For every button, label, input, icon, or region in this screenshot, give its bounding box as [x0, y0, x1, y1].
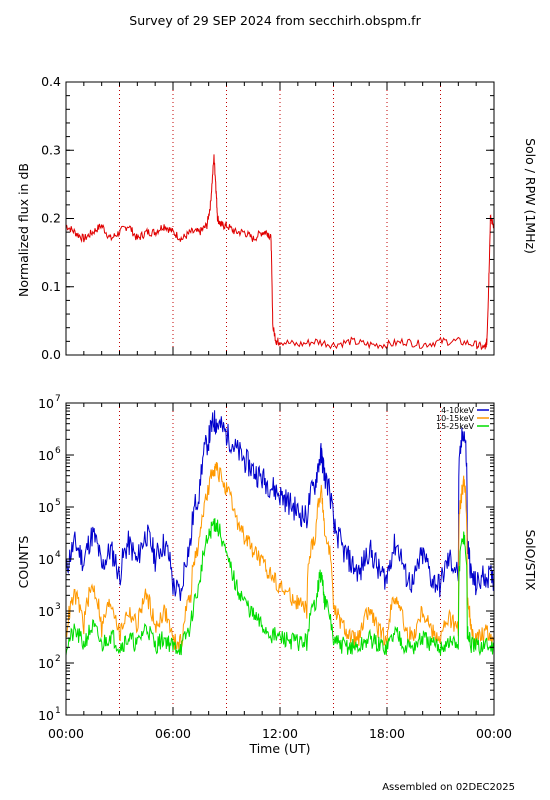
rpw-x-ticks [65, 82, 495, 355]
chart-title: Survey of 29 SEP 2024 from secchirh.obsp… [129, 13, 421, 28]
y-tick-exponent: 4 [55, 550, 61, 560]
stix-right-label: SolO/STIX [523, 530, 538, 591]
y-tick-label: 10 [38, 396, 54, 411]
rpw-right-label: Solo / RPW (1MHz) [523, 138, 538, 254]
y-tick-label: 0.4 [41, 74, 61, 89]
x-axis-tick-labels: 00:00 06:00 12:00 18:00 00:00 [48, 726, 512, 741]
y-tick-label: 10 [38, 500, 54, 515]
y-tick-exponent: 3 [55, 602, 61, 612]
rpw-grid-lines [119, 82, 441, 355]
stix-x-ticks [65, 403, 495, 715]
y-tick-label: 10 [38, 604, 54, 619]
y-tick-exponent: 6 [55, 446, 61, 456]
rpw-y-ticks: 0.0 0.1 0.2 0.3 0.4 [41, 74, 494, 362]
y-tick-label: 10 [38, 552, 54, 567]
x-tick-label: 00:00 [48, 726, 84, 741]
stix-series-4-10kev [65, 410, 495, 601]
y-tick-label: 0.0 [41, 347, 61, 362]
y-tick-label: 10 [38, 656, 54, 671]
x-tick-label: 18:00 [369, 726, 405, 741]
legend-entry-label: 10-15keV [436, 414, 475, 423]
rpw-series-line [66, 154, 495, 351]
stix-y-axis-label: COUNTS [16, 536, 31, 589]
x-tick-label: 12:00 [262, 726, 298, 741]
stix-grid-lines [119, 403, 441, 715]
x-axis-label: Time (UT) [248, 741, 310, 756]
rpw-y-axis-label: Normalized flux in dB [16, 163, 31, 297]
y-tick-exponent: 7 [55, 394, 61, 404]
rpw-panel: 0.0 0.1 0.2 0.3 0.4 Normalized flux in dB So… [16, 74, 538, 362]
y-tick-label: 0.3 [41, 142, 61, 157]
legend-entry-label: 4-10keV [441, 406, 474, 415]
y-tick-label: 0.2 [41, 211, 61, 226]
y-tick-label: 10 [38, 708, 54, 723]
stix-series-10-15kev [65, 461, 495, 650]
stix-series-15-25kev [65, 518, 495, 657]
assembled-footer: Assembled on 02DEC2025 [382, 782, 515, 793]
y-tick-exponent: 1 [55, 706, 61, 716]
x-tick-label: 00:00 [476, 726, 512, 741]
x-tick-label: 06:00 [155, 726, 191, 741]
y-tick-label: 0.1 [41, 279, 61, 294]
y-tick-label: 10 [38, 448, 54, 463]
legend-entry-label: 15-25keV [436, 422, 475, 431]
y-tick-exponent: 5 [55, 498, 61, 508]
y-tick-exponent: 2 [55, 654, 61, 664]
